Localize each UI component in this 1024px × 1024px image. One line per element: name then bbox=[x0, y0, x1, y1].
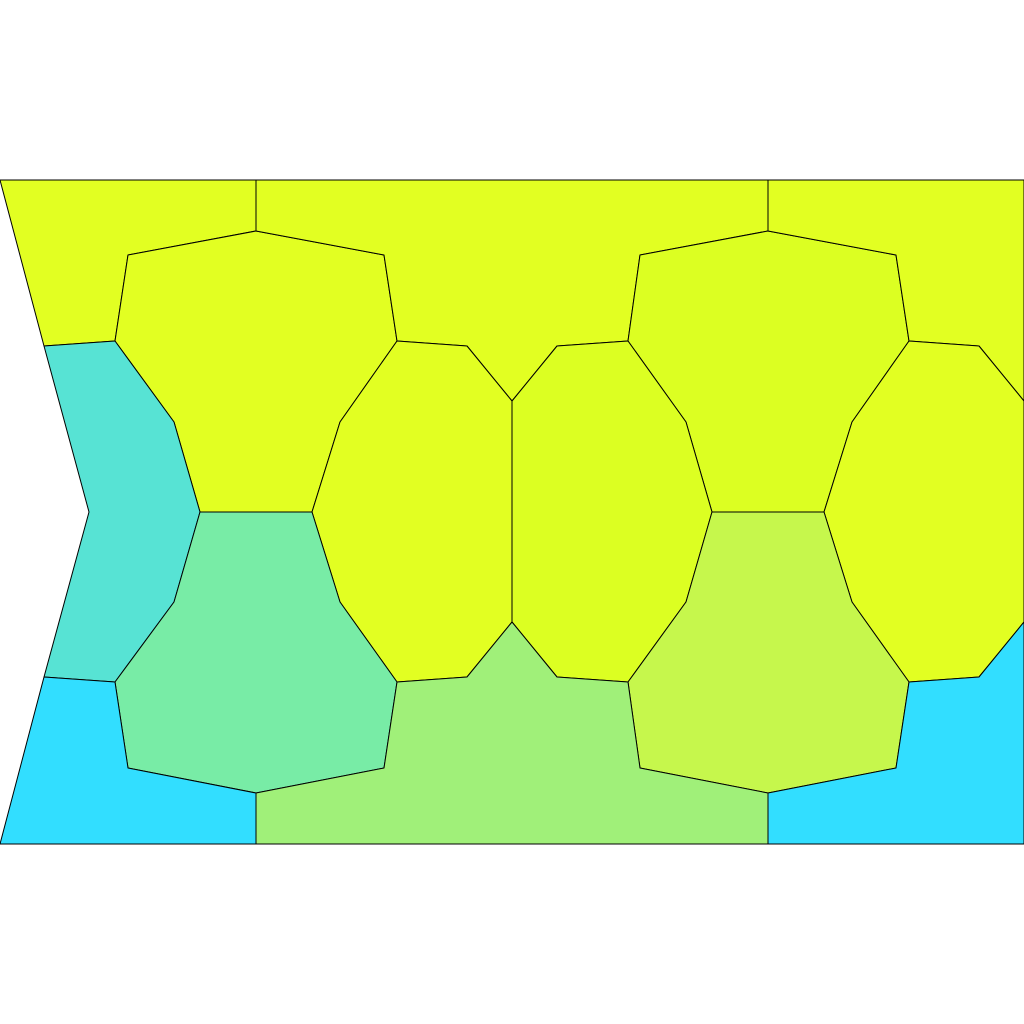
cell-bottom-middle-region bbox=[255, 621, 769, 845]
cell-group bbox=[0, 179, 1024, 845]
cell-bottom-right-corner bbox=[767, 621, 1024, 845]
cell-bottom-left-corner bbox=[0, 676, 257, 845]
